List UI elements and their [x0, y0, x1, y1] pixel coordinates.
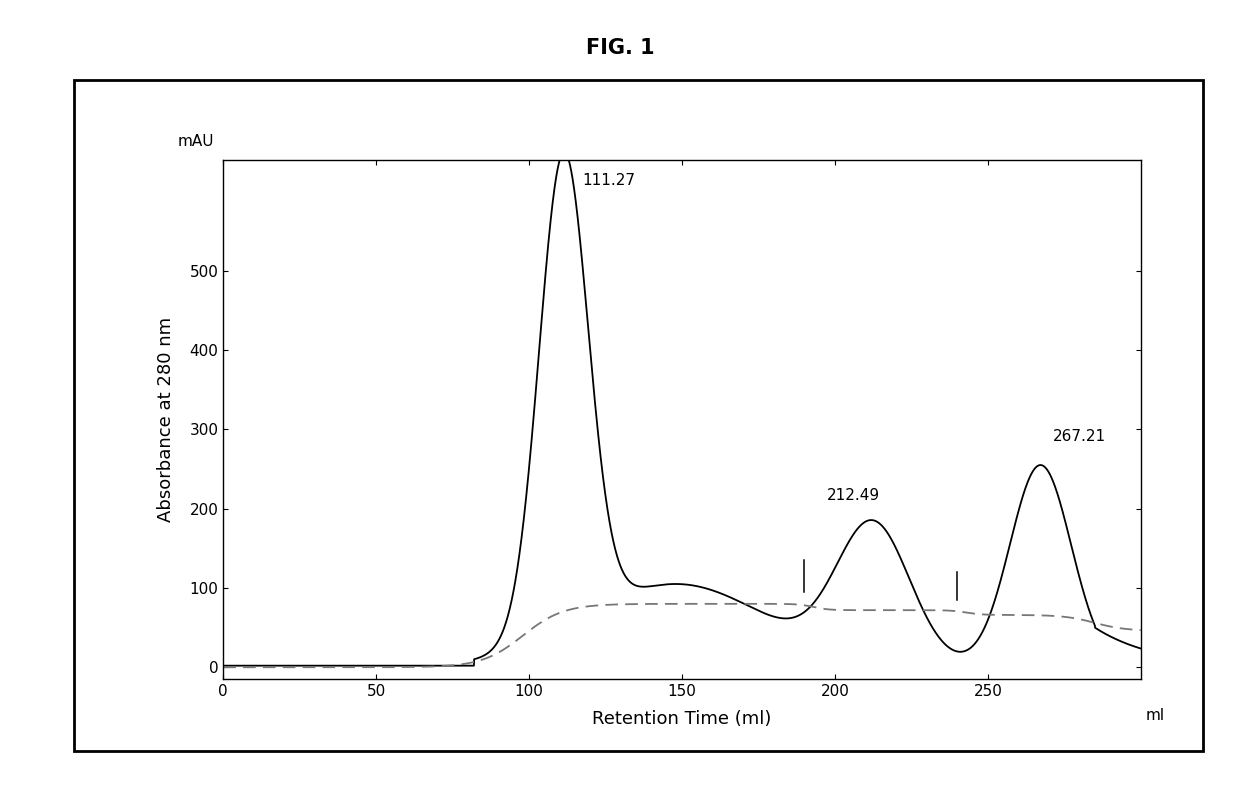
Text: 212.49: 212.49 [827, 488, 880, 503]
Bar [74, 80, 1203, 751]
Text: 267.21: 267.21 [1053, 428, 1106, 443]
Text: ml: ml [1146, 708, 1164, 723]
Text: FIG. 1: FIG. 1 [585, 38, 655, 58]
Y-axis label: Absorbance at 280 nm: Absorbance at 280 nm [157, 317, 175, 522]
X-axis label: Retention Time (ml): Retention Time (ml) [593, 710, 771, 728]
Text: 111.27: 111.27 [582, 173, 635, 188]
Text: mAU: mAU [177, 134, 215, 149]
